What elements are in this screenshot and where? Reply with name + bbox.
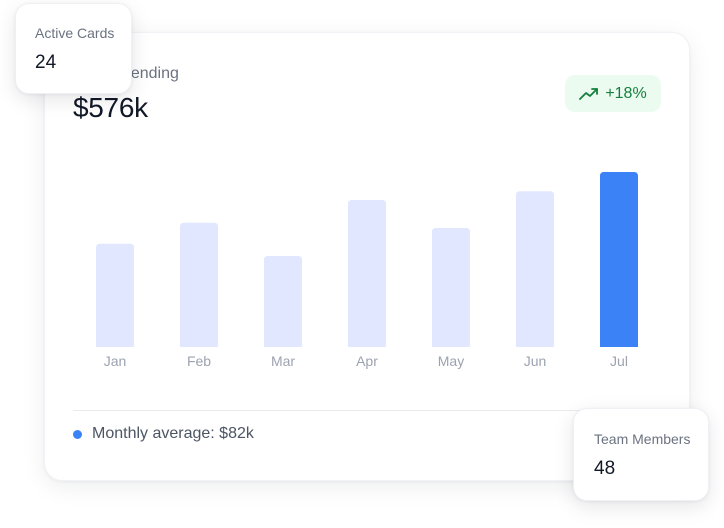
tick-label-feb: Feb bbox=[187, 353, 211, 369]
tick-label-jun: Jun bbox=[524, 353, 547, 369]
active-cards-value: 24 bbox=[35, 52, 57, 73]
active-cards-label: Active Cards bbox=[35, 25, 115, 41]
bar-mar bbox=[264, 256, 302, 347]
tick-label-mar: Mar bbox=[271, 353, 295, 369]
legend-dot bbox=[73, 429, 82, 439]
bar-chart: Jan Feb Mar Apr May Jun Jul bbox=[96, 172, 638, 369]
divider bbox=[73, 410, 663, 411]
tick-label-jul: Jul bbox=[610, 353, 628, 369]
spending-card: Total Spending $576k +18% JanFebMarAprMa… bbox=[44, 32, 690, 481]
bar-apr bbox=[348, 200, 386, 347]
team-members-card: Team Members 48 bbox=[573, 408, 709, 501]
bar-jun bbox=[516, 191, 554, 347]
team-members-value: 48 bbox=[594, 458, 616, 479]
monthly-average-text: Monthly average: $82k bbox=[92, 425, 254, 442]
bar-jan bbox=[96, 243, 134, 347]
active-cards-card: Active Cards 24 bbox=[15, 3, 132, 94]
trending-up-icon bbox=[579, 87, 599, 101]
bar-jul bbox=[600, 172, 638, 347]
tick-label-may: May bbox=[438, 353, 464, 369]
team-members-label: Team Members bbox=[594, 431, 691, 447]
trend-badge: +18% bbox=[565, 75, 661, 112]
bar-feb bbox=[180, 222, 218, 347]
trend-value: +18% bbox=[605, 84, 647, 102]
bar-may bbox=[432, 228, 470, 347]
tick-label-jan: Jan bbox=[104, 353, 127, 369]
total-value: $576k bbox=[73, 92, 148, 123]
monthly-average-legend: Monthly average: $82k bbox=[73, 425, 254, 443]
tick-label-apr: Apr bbox=[356, 353, 378, 369]
